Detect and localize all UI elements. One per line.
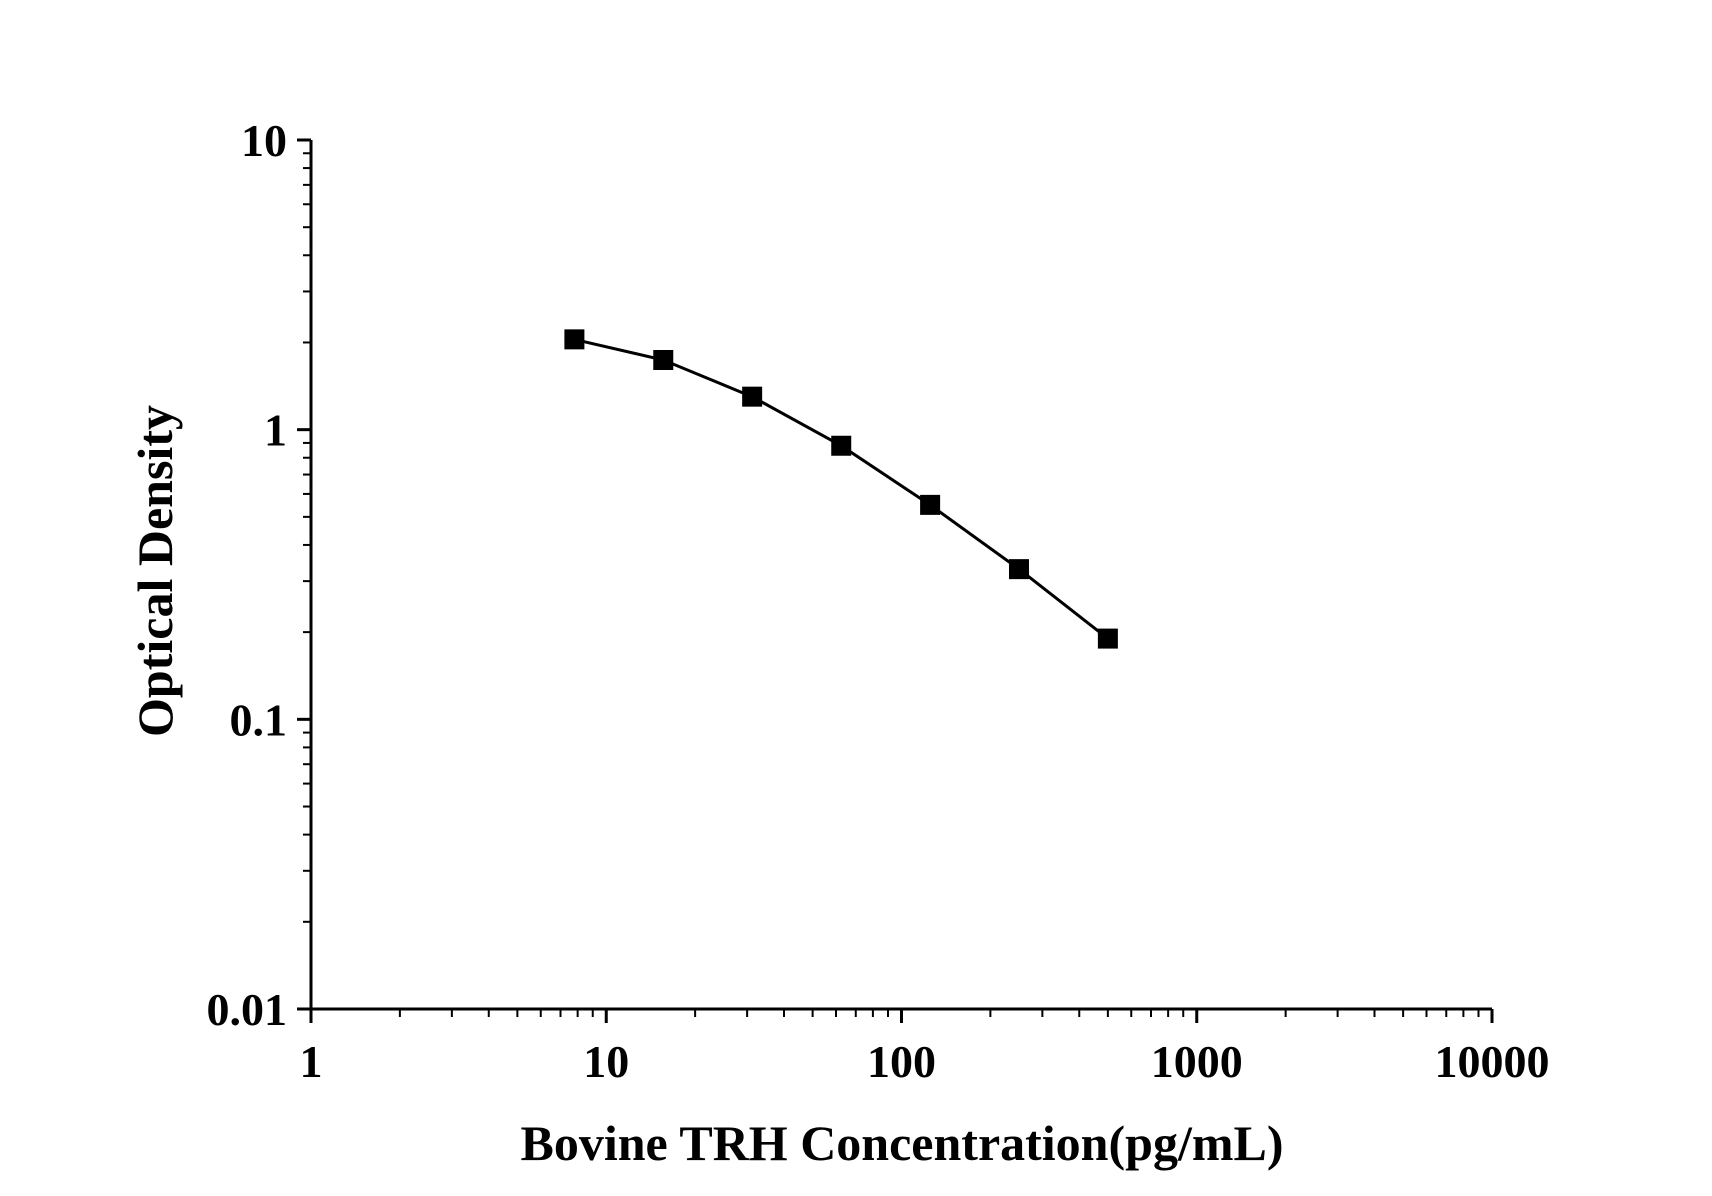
- y-tick-label: 0.01: [207, 984, 288, 1035]
- x-tick-label: 100: [867, 1036, 936, 1087]
- series-line: [574, 337, 1109, 640]
- x-axis-title: Bovine TRH Concentration(pg/mL): [521, 1115, 1284, 1171]
- x-tick-label: 1: [300, 1036, 323, 1087]
- y-tick-label: 0.1: [230, 694, 288, 745]
- ticks: [297, 138, 1494, 1023]
- x-tick-label: 10: [583, 1036, 629, 1087]
- data-point: [653, 349, 674, 370]
- data-point: [564, 329, 585, 350]
- series: [564, 329, 1118, 649]
- data-point: [831, 435, 852, 456]
- data-point: [920, 494, 941, 515]
- x-tick-label: 10000: [1435, 1036, 1550, 1087]
- data-point: [1097, 628, 1118, 649]
- y-tick-label: 1: [264, 405, 287, 456]
- y-axis-title: Optical Density: [127, 405, 183, 737]
- x-tick-label: 1000: [1151, 1036, 1243, 1087]
- tick-labels: 1 10 100 1000 10000 0.01 0.1 1 10: [207, 115, 1550, 1087]
- axes: [309, 140, 1492, 1011]
- y-tick-label: 10: [241, 115, 287, 166]
- data-point: [1008, 559, 1029, 580]
- data-point: [742, 386, 763, 407]
